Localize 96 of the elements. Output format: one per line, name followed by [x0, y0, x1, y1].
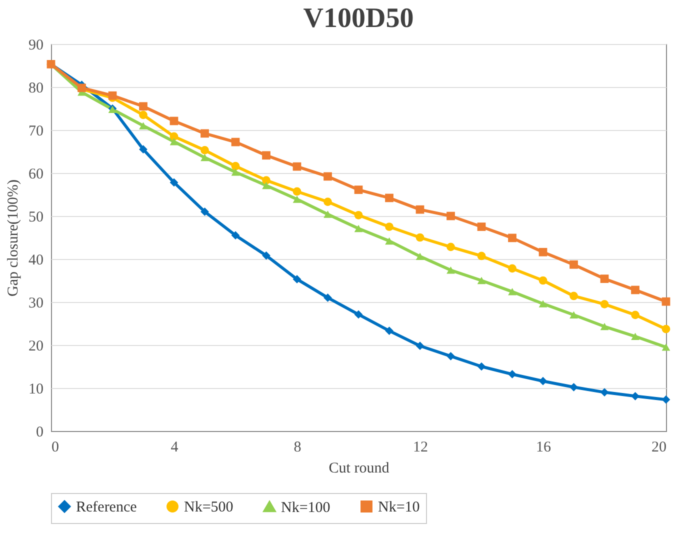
y-tick-label: 50	[28, 210, 44, 226]
point	[446, 212, 455, 220]
point	[385, 222, 394, 231]
point	[477, 252, 486, 260]
x-axis-title: Cut round	[328, 460, 390, 476]
y-tick-label: 10	[28, 382, 44, 398]
point	[170, 116, 178, 126]
point	[662, 395, 670, 404]
point	[139, 145, 148, 154]
point	[108, 91, 117, 100]
x-tick-label: 8	[294, 440, 302, 456]
y-tick-label: 30	[28, 296, 44, 312]
point	[538, 248, 548, 256]
point	[446, 242, 455, 252]
point	[139, 102, 148, 111]
point	[200, 208, 209, 216]
point	[631, 286, 640, 294]
point	[262, 182, 270, 190]
point	[446, 266, 455, 274]
point	[570, 292, 578, 300]
point	[354, 186, 363, 194]
point	[508, 370, 516, 378]
point	[292, 162, 302, 171]
y-axis-title: Gap closure(100%)	[6, 179, 22, 297]
point	[262, 251, 270, 260]
x-tick-label: 4	[170, 440, 179, 456]
point	[538, 376, 548, 386]
point	[292, 187, 302, 196]
point	[385, 326, 394, 335]
point	[662, 344, 670, 351]
legend-label: Reference	[76, 500, 138, 516]
point	[416, 233, 424, 242]
point	[292, 275, 302, 284]
legend-label: Nk=10	[378, 500, 420, 516]
x-tick-label: 16	[536, 440, 552, 456]
point	[538, 276, 548, 285]
x-tick-label: 0	[52, 440, 59, 456]
point	[262, 176, 270, 184]
point	[416, 252, 424, 260]
point	[170, 178, 178, 187]
point	[200, 129, 209, 138]
point	[600, 322, 609, 330]
point	[324, 198, 332, 206]
point	[231, 231, 240, 240]
point	[570, 382, 578, 392]
point	[324, 172, 332, 181]
point	[324, 294, 332, 302]
point	[631, 392, 640, 400]
point	[170, 132, 178, 141]
legend-label: Nk=100	[281, 500, 330, 516]
point	[139, 122, 148, 130]
y-tick-label: 80	[28, 80, 44, 96]
x-tick-label: 20	[652, 440, 666, 456]
y-tick-label: 40	[28, 252, 44, 268]
point	[600, 274, 609, 283]
point	[600, 388, 609, 396]
point	[385, 237, 394, 245]
point	[262, 151, 270, 160]
point	[231, 168, 240, 176]
point	[292, 196, 302, 203]
point	[662, 297, 670, 306]
point	[538, 300, 548, 308]
point	[416, 342, 424, 350]
point	[446, 352, 455, 360]
point	[570, 311, 578, 319]
point	[354, 224, 363, 232]
point	[600, 300, 609, 308]
point	[631, 332, 640, 340]
y-tick-label: 0	[36, 424, 44, 440]
point	[477, 222, 486, 231]
x-tick-label: 12	[413, 440, 428, 456]
point	[324, 210, 332, 218]
point	[385, 194, 394, 202]
point	[662, 324, 670, 334]
point	[200, 154, 209, 162]
point	[200, 146, 209, 154]
point	[231, 162, 240, 170]
point	[477, 276, 486, 284]
point	[508, 264, 516, 273]
y-tick-label: 70	[28, 124, 44, 140]
point	[231, 138, 240, 146]
point	[354, 310, 363, 319]
chart-title: V100D50	[303, 3, 414, 34]
point	[477, 362, 486, 371]
point	[170, 138, 178, 146]
y-tick-label: 20	[28, 338, 44, 354]
point	[508, 234, 516, 242]
y-tick-label: 60	[28, 166, 44, 182]
point	[570, 260, 578, 269]
legend-label: Nk=500	[184, 500, 234, 516]
point	[139, 110, 148, 120]
point	[416, 205, 424, 214]
point	[508, 288, 516, 296]
point	[631, 310, 640, 320]
y-tick-label: 90	[28, 38, 44, 54]
point	[354, 210, 363, 220]
